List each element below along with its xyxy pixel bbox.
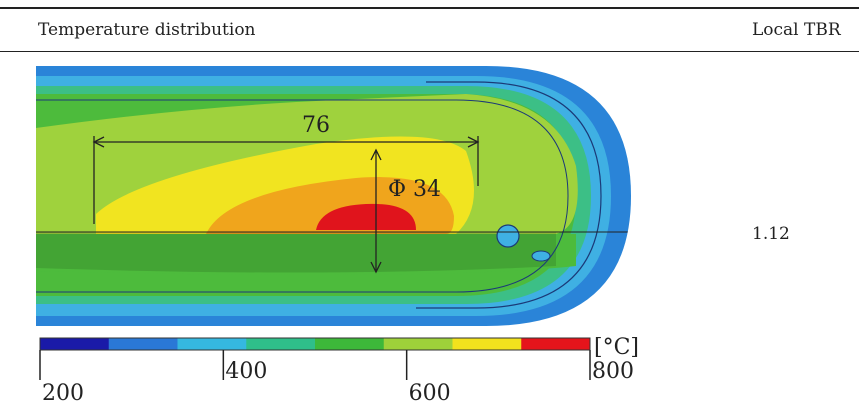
- colorbar-segment-6: [452, 338, 522, 350]
- colorbar-frame: [39, 337, 591, 351]
- coolant-channel: [416, 81, 602, 309]
- colorbar-unit: [°C]: [594, 335, 639, 360]
- lower-dark-overlay: [36, 232, 556, 273]
- colorbar-tick-label-0: 200: [42, 381, 84, 404]
- temperature-colorbar: 200 400 600 800 [°C]: [39, 335, 639, 404]
- table-header-rule: [0, 51, 859, 53]
- col-header-temperature-distribution: Temperature distribution: [38, 20, 256, 40]
- colorbar-tick-label-3: 800: [592, 359, 634, 384]
- dimension-length-label: 76: [302, 113, 330, 138]
- colorbar-tick-label-2: 600: [409, 381, 451, 404]
- colorbar-segment-5: [383, 338, 453, 350]
- colorbar-segment-4: [315, 338, 385, 350]
- colorbar-segment-0: [40, 338, 110, 350]
- coolant-pipe: [496, 224, 520, 248]
- colorbar-segment-2: [177, 338, 247, 350]
- lower-green-band: [36, 234, 576, 275]
- col-header-local-tbr: Local TBR: [752, 20, 841, 40]
- inner-wall: [36, 99, 569, 293]
- red-zone: [316, 203, 416, 230]
- dimension-diameter-label: Φ 34: [388, 177, 441, 202]
- colorbar-segment-7: [521, 338, 591, 350]
- table-top-rule: [0, 7, 859, 9]
- colorbar-ticks: 200 400 600 800: [39, 350, 634, 404]
- dimension-phi34-marker: [370, 148, 382, 274]
- local-tbr-value: 1.12: [752, 224, 790, 244]
- dimension-76-marker: [92, 136, 480, 224]
- colorbar-segments: [40, 338, 591, 350]
- coolant-port: [531, 250, 551, 262]
- colorbar-segment-3: [246, 338, 316, 350]
- colorbar-tick-label-1: 400: [225, 359, 267, 384]
- temperature-contour-figure: 76 Φ 34: [36, 66, 631, 326]
- colorbar-segment-1: [108, 338, 178, 350]
